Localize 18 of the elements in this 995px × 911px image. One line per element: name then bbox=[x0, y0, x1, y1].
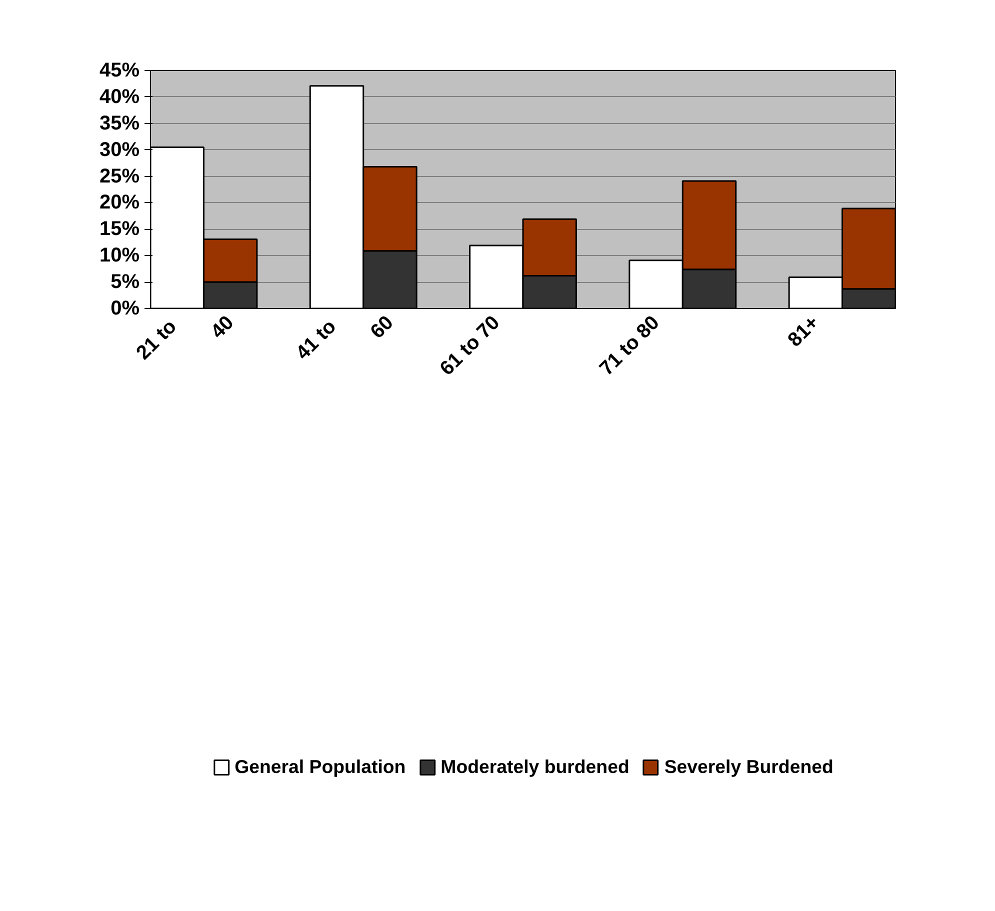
y-tick-label: 5% bbox=[110, 271, 140, 294]
x-tick-label: 61 to 70 bbox=[436, 312, 504, 380]
legend-label: Moderately burdened bbox=[440, 756, 630, 778]
y-tick-label: 20% bbox=[99, 192, 140, 214]
y-tick-label: 10% bbox=[99, 244, 140, 267]
y-tick-label: 25% bbox=[99, 165, 140, 188]
y-tick-label: 15% bbox=[99, 218, 140, 240]
x-tick-label: 41 to bbox=[292, 316, 341, 364]
x-tick-label: 40 bbox=[206, 312, 238, 344]
y-tick-label: 40% bbox=[99, 86, 140, 108]
legend-label: Severely Burdened bbox=[664, 756, 834, 778]
x-tick-label: 71 to 80 bbox=[596, 312, 664, 380]
y-tick-label: 35% bbox=[99, 112, 140, 134]
x-tick-label: 81+ bbox=[784, 312, 824, 352]
legend-label: General Population bbox=[234, 756, 406, 778]
y-tick-label: 30% bbox=[99, 138, 140, 161]
x-tick-label: 60 bbox=[366, 312, 398, 344]
y-tick-label: 45% bbox=[99, 60, 140, 82]
